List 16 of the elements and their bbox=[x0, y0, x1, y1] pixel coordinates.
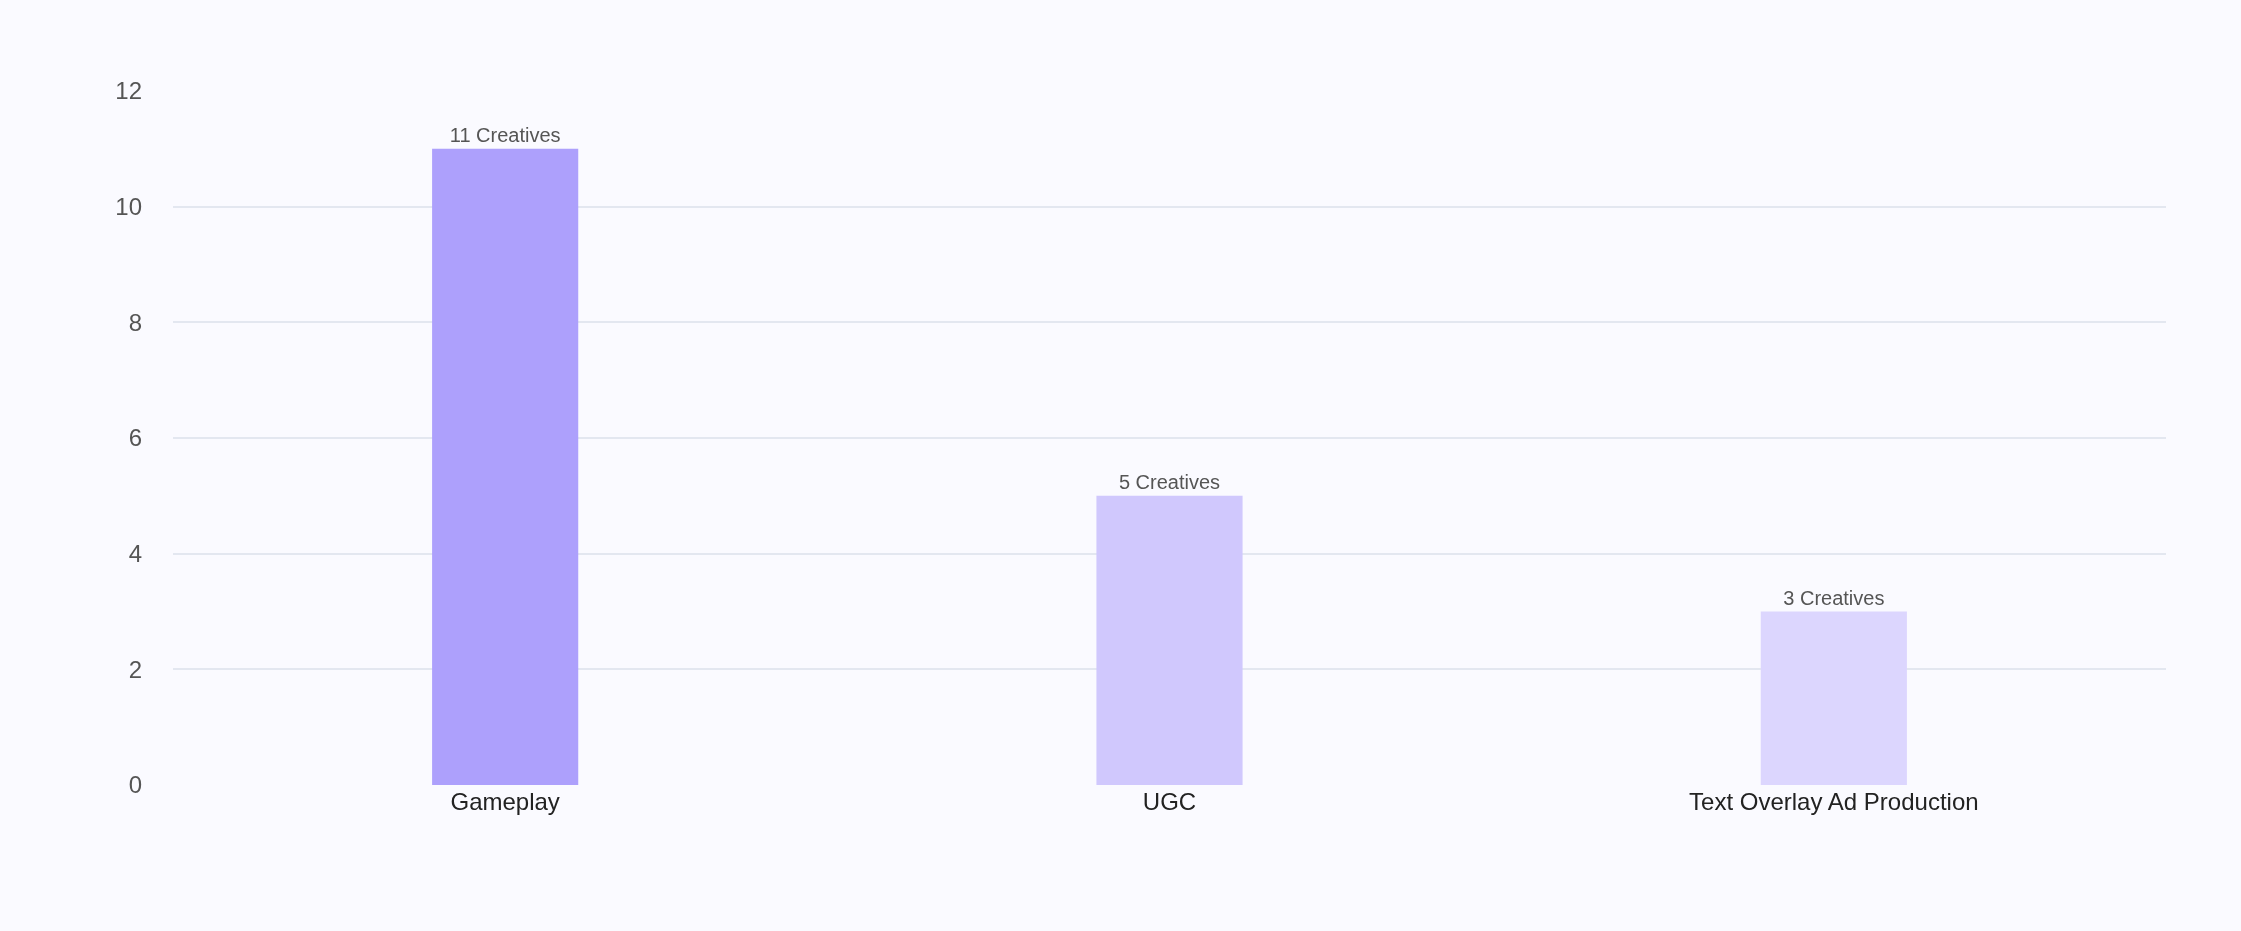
y-tick-label: 12 bbox=[115, 77, 142, 105]
y-tick-label: 8 bbox=[128, 308, 142, 336]
bar bbox=[432, 148, 579, 785]
y-tick-label: 4 bbox=[128, 540, 142, 568]
x-tick-label: Text Overlay Ad Production bbox=[1689, 788, 1979, 815]
bar bbox=[1760, 611, 1907, 785]
data-label: 11 Creatives bbox=[449, 123, 561, 146]
y-tick-label: 10 bbox=[115, 193, 142, 221]
y-tick-label: 2 bbox=[128, 655, 142, 683]
data-label: 3 Creatives bbox=[1783, 586, 1885, 609]
bar bbox=[1096, 495, 1243, 785]
x-tick-label: Gameplay bbox=[450, 788, 560, 815]
data-label: 5 Creatives bbox=[1118, 470, 1221, 493]
y-tick-label: 0 bbox=[128, 771, 142, 799]
y-tick-label: 6 bbox=[128, 424, 142, 452]
x-tick-label: UGC bbox=[1142, 788, 1197, 815]
